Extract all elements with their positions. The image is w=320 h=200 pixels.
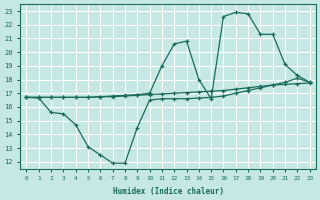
X-axis label: Humidex (Indice chaleur): Humidex (Indice chaleur) (113, 187, 224, 196)
